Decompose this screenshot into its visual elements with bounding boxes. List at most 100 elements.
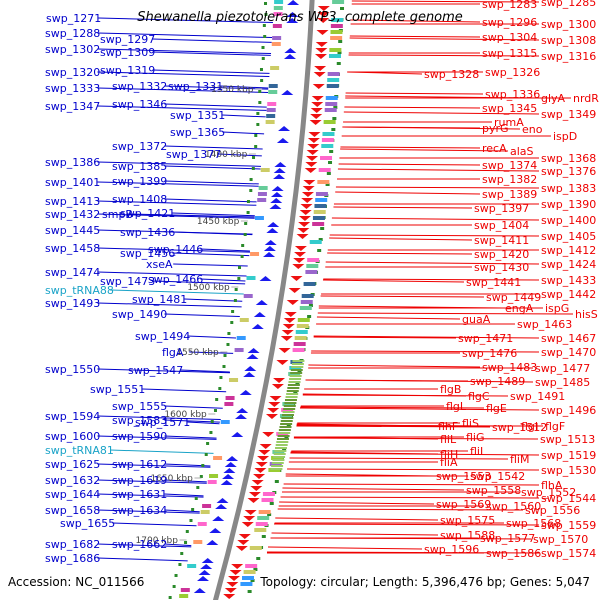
right-gene-label: swp_1412 [541, 244, 596, 257]
left-leader-line [97, 48, 272, 55]
gc-segment [330, 30, 343, 34]
left-gene-label: swp_1399 [112, 175, 167, 188]
reverse-strand-gene [263, 252, 276, 257]
left-gene-label: swp_1550 [45, 363, 100, 376]
left-leader-line [109, 449, 214, 454]
right-gene-label: swp_1544 [541, 492, 596, 505]
ruler-tick [253, 568, 258, 571]
right-leader-line [308, 364, 481, 368]
right-leader-line [274, 523, 540, 526]
left-leader-line [97, 213, 255, 219]
left-leader-line [164, 405, 223, 409]
left-gene-label: swp_1445 [45, 224, 100, 237]
ruler-tick [269, 502, 274, 505]
reverse-strand-gene [216, 498, 229, 503]
reverse-strand-gene [198, 570, 211, 575]
left-leader-line [97, 181, 259, 187]
reverse-strand-gene [274, 162, 287, 167]
right-gene-label: ispG [545, 302, 569, 315]
ruler-tick [258, 101, 262, 104]
cog-box [265, 120, 275, 124]
ruler-tick [237, 277, 241, 280]
right-leader-line [333, 206, 473, 209]
forward-strand-gene [317, 6, 330, 11]
ruler-tick [333, 106, 338, 109]
right-gene-label: swp_1477 [535, 362, 590, 375]
gc-segment [273, 456, 286, 458]
right-leader-line [271, 532, 439, 536]
left-leader-line [152, 38, 272, 43]
right-leader-line [317, 312, 574, 315]
left-leader-line [97, 271, 247, 277]
gc-segment [276, 438, 289, 440]
reverse-strand-gene [243, 372, 256, 377]
reverse-strand-gene [255, 300, 268, 305]
forward-strand-gene [307, 144, 320, 149]
left-gene-label: swp_1686 [45, 552, 100, 565]
reverse-strand-gene [209, 528, 222, 533]
cog-box [202, 504, 212, 508]
reverse-strand-gene [273, 168, 286, 173]
forward-strand-gene [294, 246, 307, 251]
reverse-strand-gene [269, 204, 282, 209]
gc-segment [270, 468, 283, 470]
forward-strand-gene [235, 546, 248, 551]
ruler-label: 1450 kbp [197, 217, 240, 227]
forward-strand-gene [244, 510, 257, 515]
right-leader-line [287, 468, 540, 471]
gc-segment [254, 528, 267, 532]
ruler-tick [256, 557, 261, 560]
left-gene-label: swp_tRNA81 [45, 444, 114, 457]
gc-segment [285, 396, 298, 398]
forward-strand-gene [294, 252, 307, 257]
gc-segment [329, 48, 342, 52]
left-gene-label: xseA [146, 258, 173, 271]
gc-segment [281, 417, 294, 419]
ruler-tick [249, 178, 253, 181]
forward-strand-gene [306, 156, 319, 161]
reverse-strand-gene [246, 354, 259, 359]
forward-strand-gene [238, 534, 251, 539]
ruler-tick [233, 299, 237, 302]
cog-box [271, 42, 281, 46]
right-leader-line [290, 452, 540, 456]
right-gene-label: nrdR [573, 92, 599, 105]
right-gene-label: swp_1368 [541, 152, 596, 165]
left-leader-line [172, 252, 250, 257]
ruler-tick [261, 46, 265, 49]
reverse-strand-gene [287, 0, 300, 5]
right-gene-label: swp_1405 [541, 230, 596, 243]
ruler-tick [218, 387, 222, 390]
ruler-tick [185, 530, 189, 533]
gc-segment [301, 294, 314, 298]
right-leader-line [342, 126, 521, 130]
gc-segment [274, 450, 287, 452]
left-leader-line [164, 509, 200, 513]
gc-segment [280, 420, 293, 422]
left-leader-line [97, 543, 192, 548]
right-gene-label: fliS [462, 417, 479, 430]
gc-segment [290, 369, 303, 371]
forward-strand-gene [313, 72, 326, 77]
ruler-label: 1550 kbp [176, 348, 219, 358]
left-gene-label: swp_1658 [45, 504, 100, 517]
gc-segment [300, 300, 313, 304]
left-leader-line [98, 17, 273, 24]
forward-strand-gene [290, 276, 303, 281]
forward-strand-gene [303, 180, 316, 185]
left-leader-line [218, 153, 262, 157]
left-leader-line [97, 435, 217, 440]
reverse-strand-gene [276, 138, 289, 143]
gc-segment [277, 435, 290, 437]
gc-segment [287, 384, 300, 386]
gc-segment [330, 36, 343, 40]
right-gene-label: swp_1560 [486, 500, 541, 513]
forward-strand-gene [296, 234, 309, 239]
forward-strand-gene [315, 42, 328, 47]
ruler-tick [259, 68, 263, 71]
ruler-tick [222, 365, 226, 368]
ruler-tick [331, 128, 336, 131]
right-gene-label: swp_1496 [541, 404, 596, 417]
forward-strand-gene [254, 468, 267, 473]
left-leader-line [97, 200, 257, 206]
